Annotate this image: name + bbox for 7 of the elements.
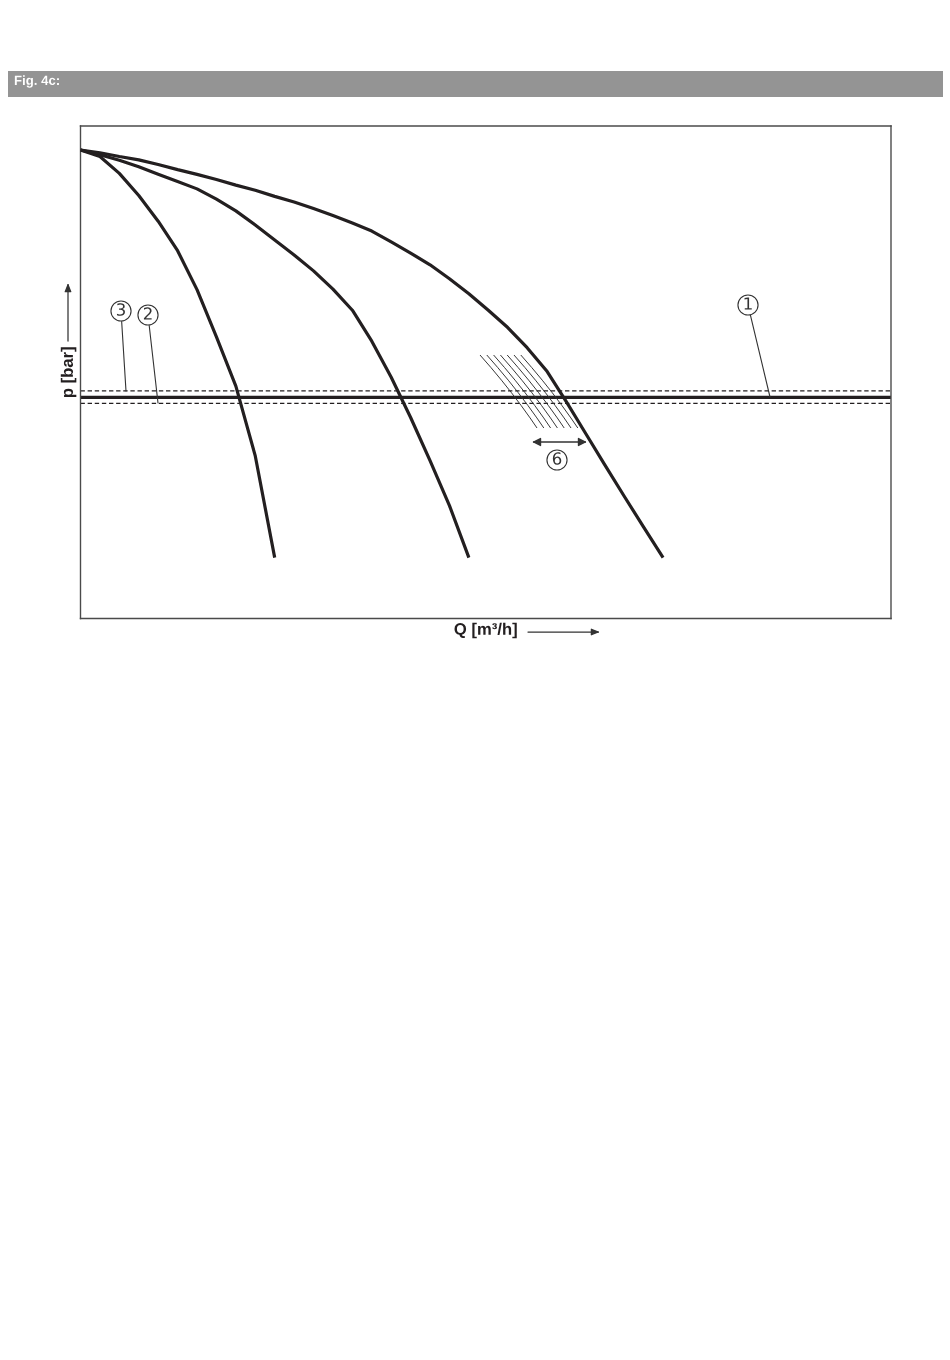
annotation: 3 [116,303,125,316]
annotation: 2 [143,307,152,320]
annotation: 6 [552,452,562,465]
chart-title: Fig. 4c: [14,75,59,88]
x-axis-title: Q [m³/h] [454,622,517,639]
annotation: 1 [744,297,752,310]
y-axis-title: p [bar] [60,347,77,398]
